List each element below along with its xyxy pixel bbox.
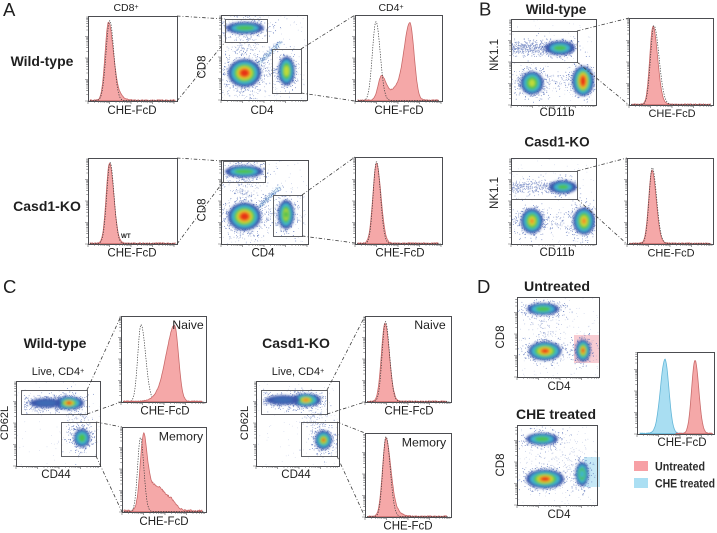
svg-text:CD11b: CD11b bbox=[540, 247, 575, 259]
svg-text:CHE-FcD: CHE-FcD bbox=[384, 406, 433, 418]
svg-text:Wild-type: Wild-type bbox=[24, 335, 87, 351]
svg-text:Memory: Memory bbox=[402, 436, 447, 450]
svg-text:Casd1-KO: Casd1-KO bbox=[13, 198, 81, 214]
svg-text:CHE-FcD: CHE-FcD bbox=[647, 248, 694, 260]
svg-text:A: A bbox=[3, 0, 16, 20]
svg-text:CHE-FcD: CHE-FcD bbox=[107, 105, 156, 117]
svg-text:NK1.1: NK1.1 bbox=[489, 39, 501, 71]
svg-text:Casd1-KO: Casd1-KO bbox=[262, 335, 330, 351]
svg-text:CD62L: CD62L bbox=[0, 406, 11, 440]
svg-text:CHE-FcD: CHE-FcD bbox=[139, 516, 188, 528]
svg-text:CD62L: CD62L bbox=[239, 406, 251, 440]
svg-text:Naive: Naive bbox=[414, 318, 446, 332]
svg-text:Live, CD4+: Live, CD4+ bbox=[32, 366, 84, 378]
svg-text:CHE-FcD: CHE-FcD bbox=[383, 521, 432, 533]
svg-text:CD4: CD4 bbox=[250, 105, 274, 117]
svg-text:C: C bbox=[3, 276, 16, 297]
svg-text:D: D bbox=[477, 276, 490, 297]
svg-text:CHE treated: CHE treated bbox=[655, 479, 715, 491]
svg-text:CHE-FcD: CHE-FcD bbox=[375, 248, 424, 260]
svg-text:Wild-type: Wild-type bbox=[526, 2, 587, 17]
svg-text:Live, CD4+: Live, CD4+ bbox=[272, 366, 324, 378]
svg-text:Casd1-KO: Casd1-KO bbox=[524, 135, 589, 150]
svg-text:CHE-FcD: CHE-FcD bbox=[657, 437, 706, 449]
svg-text:CHE-FcD: CHE-FcD bbox=[107, 248, 156, 260]
svg-text:CD4: CD4 bbox=[547, 509, 571, 521]
svg-text:Untreated: Untreated bbox=[524, 278, 590, 294]
svg-text:CD8+: CD8+ bbox=[113, 2, 138, 14]
svg-text:CD4+: CD4+ bbox=[378, 2, 403, 14]
svg-text:CD8: CD8 bbox=[197, 55, 209, 78]
svg-text:CD44: CD44 bbox=[41, 469, 71, 481]
svg-text:Naive: Naive bbox=[172, 318, 204, 332]
svg-text:CHE-FcD: CHE-FcD bbox=[140, 406, 189, 418]
svg-text:CD8: CD8 bbox=[495, 325, 507, 348]
svg-text:CHE-FcD: CHE-FcD bbox=[374, 105, 423, 117]
svg-text:WT: WT bbox=[121, 233, 131, 240]
svg-text:Wild-type: Wild-type bbox=[11, 53, 74, 69]
svg-text:NK1.1: NK1.1 bbox=[489, 177, 501, 209]
svg-text:CD44: CD44 bbox=[281, 469, 311, 481]
svg-text:CHE treated: CHE treated bbox=[516, 406, 596, 422]
svg-text:Memory: Memory bbox=[159, 430, 204, 444]
svg-text:CD8: CD8 bbox=[495, 453, 507, 476]
svg-text:CD4: CD4 bbox=[251, 248, 275, 260]
svg-text:CHE-FcD: CHE-FcD bbox=[648, 108, 695, 120]
svg-text:Untreated: Untreated bbox=[655, 462, 705, 474]
svg-text:B: B bbox=[479, 0, 491, 20]
svg-text:CD11b: CD11b bbox=[540, 107, 575, 119]
svg-text:CD4: CD4 bbox=[547, 381, 571, 393]
